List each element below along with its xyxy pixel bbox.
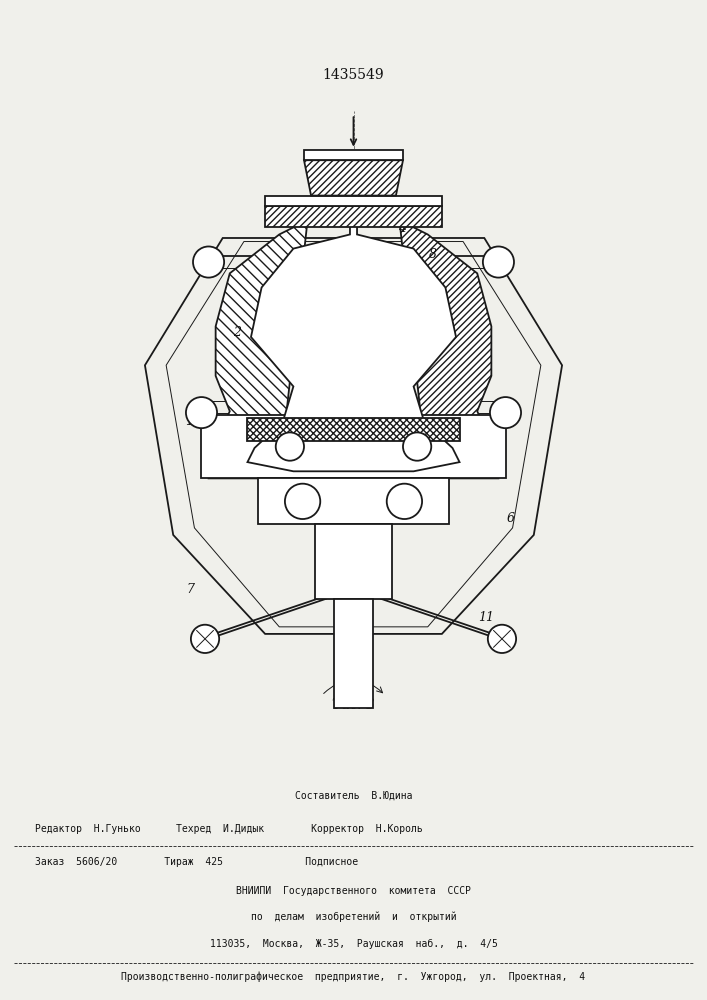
Polygon shape <box>209 220 308 478</box>
Text: Τиг. 3: Τиг. 3 <box>332 698 375 712</box>
Circle shape <box>403 432 431 461</box>
Polygon shape <box>258 478 449 524</box>
Circle shape <box>276 432 304 461</box>
Text: 1: 1 <box>185 415 194 428</box>
Text: 6: 6 <box>506 512 515 525</box>
Polygon shape <box>247 220 460 471</box>
Polygon shape <box>265 196 442 206</box>
Circle shape <box>191 625 219 653</box>
Circle shape <box>193 246 224 278</box>
Circle shape <box>387 484 422 519</box>
Text: 11: 11 <box>479 611 494 624</box>
Text: 3: 3 <box>411 286 420 299</box>
Polygon shape <box>247 418 460 441</box>
Circle shape <box>483 246 514 278</box>
Polygon shape <box>399 220 498 478</box>
Polygon shape <box>145 238 562 634</box>
Text: 4: 4 <box>397 222 406 235</box>
Text: 8: 8 <box>428 248 437 261</box>
Text: Производственно-полиграфическое  предприятие,  г.  Ужгород,  ул.  Проектная,  4: Производственно-полиграфическое предприя… <box>122 971 585 982</box>
Polygon shape <box>166 242 541 627</box>
Text: 2: 2 <box>233 326 241 339</box>
Text: 9: 9 <box>503 410 512 423</box>
Text: 5: 5 <box>376 417 385 430</box>
Text: по  делам  изобретений  и  открытий: по делам изобретений и открытий <box>251 912 456 922</box>
Text: ВНИИПИ  Государственного  комитета  СССР: ВНИИПИ Государственного комитета СССР <box>236 886 471 896</box>
Polygon shape <box>304 160 403 196</box>
Text: 7: 7 <box>187 583 195 596</box>
Circle shape <box>285 484 320 519</box>
Text: Составитель  В.Юдина: Составитель В.Юдина <box>295 791 412 801</box>
Text: Редактор  Н.Гунько      Техред  И.Дидык        Корректор  Н.Король: Редактор Н.Гунько Техред И.Дидык Коррект… <box>35 824 423 834</box>
Text: Заказ  5606/20        Тираж  425              Подписное: Заказ 5606/20 Тираж 425 Подписное <box>35 857 358 867</box>
Polygon shape <box>201 415 506 478</box>
Polygon shape <box>304 150 403 160</box>
Text: 1435549: 1435549 <box>322 68 385 82</box>
Polygon shape <box>265 206 442 227</box>
Circle shape <box>488 625 516 653</box>
Polygon shape <box>315 524 392 599</box>
Polygon shape <box>334 599 373 708</box>
Circle shape <box>186 397 217 428</box>
Circle shape <box>490 397 521 428</box>
Text: 113035,  Москва,  Ж-35,  Раушская  наб.,  д.  4/5: 113035, Москва, Ж-35, Раушская наб., д. … <box>209 938 498 949</box>
